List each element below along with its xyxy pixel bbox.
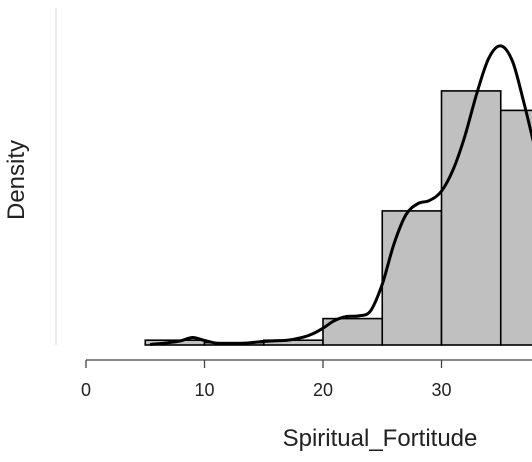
histogram-bar-30-35 — [440, 90, 502, 346]
density-curve — [149, 44, 532, 346]
x-tick-label-10: 10 — [194, 380, 214, 400]
x-tick-label-0: 0 — [81, 380, 91, 400]
x-tick-label-30: 30 — [431, 380, 451, 400]
histogram-bar-35-40 — [499, 109, 532, 346]
histogram-bars — [144, 90, 532, 346]
y-axis-title: Density — [3, 140, 30, 220]
histogram-bar-25-30 — [381, 210, 443, 346]
x-tick-label-20: 20 — [313, 380, 333, 400]
x-axis-title: Spiritual_Fortitude — [283, 425, 478, 452]
x-axis: 0 10 20 30 — [81, 359, 532, 400]
density-curve-group — [149, 44, 532, 346]
